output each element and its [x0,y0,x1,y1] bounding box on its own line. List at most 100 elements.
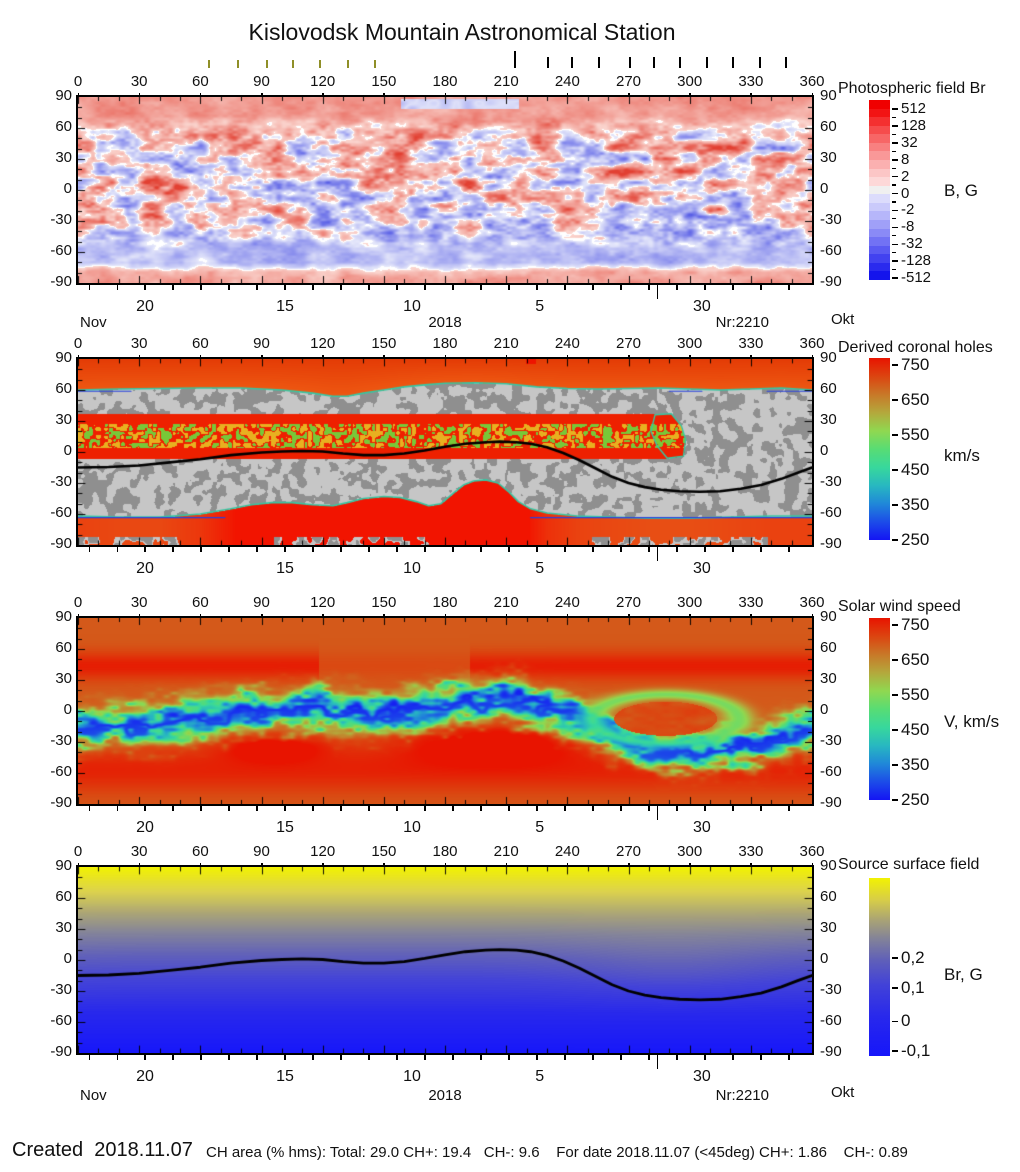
lat-tick-label: -60 [820,763,842,780]
x-tick-label: 90 [253,843,270,860]
x-outer-tick [689,355,691,357]
day-tick [312,285,314,290]
day-tick [452,1055,454,1060]
colorbar-title: Derived coronal holes [838,339,993,356]
colorbar-tick [892,469,898,471]
lat-tick-label: 0 [63,950,72,967]
day-tick [172,547,174,552]
obs-tick-olive [373,60,376,68]
day-tick [144,806,146,811]
colorbar-tick-label: 250 [901,790,930,809]
map-canvas-derived-coronal-holes [78,359,812,545]
day-tick [284,285,286,290]
x-outer-tick [322,355,324,357]
colorbar-tick-label: 32 [901,133,918,151]
day-tick [536,285,538,290]
x-tick-label: 330 [738,335,764,352]
lat-tick-label: 30 [55,670,72,687]
x-tick-label: 30 [130,335,148,352]
day-tick [508,806,510,811]
x-outer-tick [383,863,385,865]
x-outer-tick [261,93,263,95]
day-tick [340,547,342,552]
day-tick [592,1055,594,1060]
day-tick [228,1055,230,1060]
x-tick-label: 120 [310,843,336,860]
colorbar-step [869,202,890,212]
month-boundary-tick [656,1055,659,1069]
colorbar-step [869,211,890,221]
x-tick-label: 360 [799,843,825,860]
colorbar-tick-label: -512 [901,269,932,286]
day-label: 10 [403,560,421,577]
lat-tick-label: 0 [63,180,72,197]
colorbar-minor-tick [892,235,896,237]
lat-tick-label: 30 [55,411,72,428]
day-tick [536,547,538,552]
lat-tick-label: -60 [50,242,72,259]
day-tick [368,285,370,290]
colorbar-tick [892,1050,898,1052]
x-outer-tick [811,93,813,95]
day-tick [676,285,678,290]
x-outer-tick [750,93,752,95]
day-tick [396,547,398,552]
lat-tick-label: 90 [55,608,72,625]
x-outer-tick [199,93,202,95]
day-tick [760,285,762,290]
colorbar-step [869,142,890,152]
colorbar-tick-label: -2 [901,201,915,219]
day-label: 10 [403,298,421,315]
lat-tick-label: -30 [50,473,72,490]
day-tick [704,285,706,290]
day-label: 20 [136,1068,154,1085]
day-tick [704,547,706,552]
colorbar-tick-label: 350 [901,495,930,514]
lat-tick-label: -90 [820,273,842,290]
x-tick-label: 210 [493,335,519,352]
x-tick-label: 180 [432,73,458,90]
plot-frame [76,616,814,806]
lat-tick-label: 60 [820,118,837,135]
day-tick [284,806,286,811]
obs-tick-black [628,57,631,68]
colorbar-tick [892,957,898,959]
month-label-year: 2018 [428,314,462,331]
colorbar-unit: Br, G [944,965,983,984]
x-outer-tick [383,355,385,357]
day-tick [704,1055,706,1060]
day-tick [536,1055,538,1060]
ch-area-stats: CH area (% hms): Total: 29.0 CH+: 19.4 C… [206,1144,908,1161]
day-tick [312,1055,314,1060]
x-outer-tick [444,355,446,357]
month-label-year: 2018 [428,1087,462,1104]
x-outer-tick [77,93,79,95]
day-tick [228,285,230,290]
x-tick-label: 270 [615,594,642,611]
month-label-end: Okt [831,1084,855,1101]
day-tick [368,806,370,811]
x-outer-tick [199,614,202,616]
x-tick-label: 270 [615,73,642,90]
day-label: 10 [403,819,421,836]
colorbar-tick [892,799,898,801]
colorbar-tick [892,1020,898,1023]
lat-tick-label: 30 [55,149,72,166]
day-label: 5 [535,298,545,315]
x-outer-tick [628,355,630,357]
day-tick [788,806,790,811]
colorbar-tick [892,624,898,626]
obs-tick-olive [237,60,240,68]
colorbar-unit: km/s [944,446,980,465]
day-tick [200,806,202,811]
x-outer-tick [138,355,141,357]
lat-tick-label: -90 [820,535,842,552]
x-tick-label: 150 [371,73,397,90]
x-outer-tick [444,614,446,616]
day-tick [536,806,538,811]
lat-tick-label: 60 [820,888,837,905]
x-outer-tick [383,614,385,616]
colorbar-tick-label: -8 [901,218,915,236]
x-tick-label: 0 [73,335,83,352]
